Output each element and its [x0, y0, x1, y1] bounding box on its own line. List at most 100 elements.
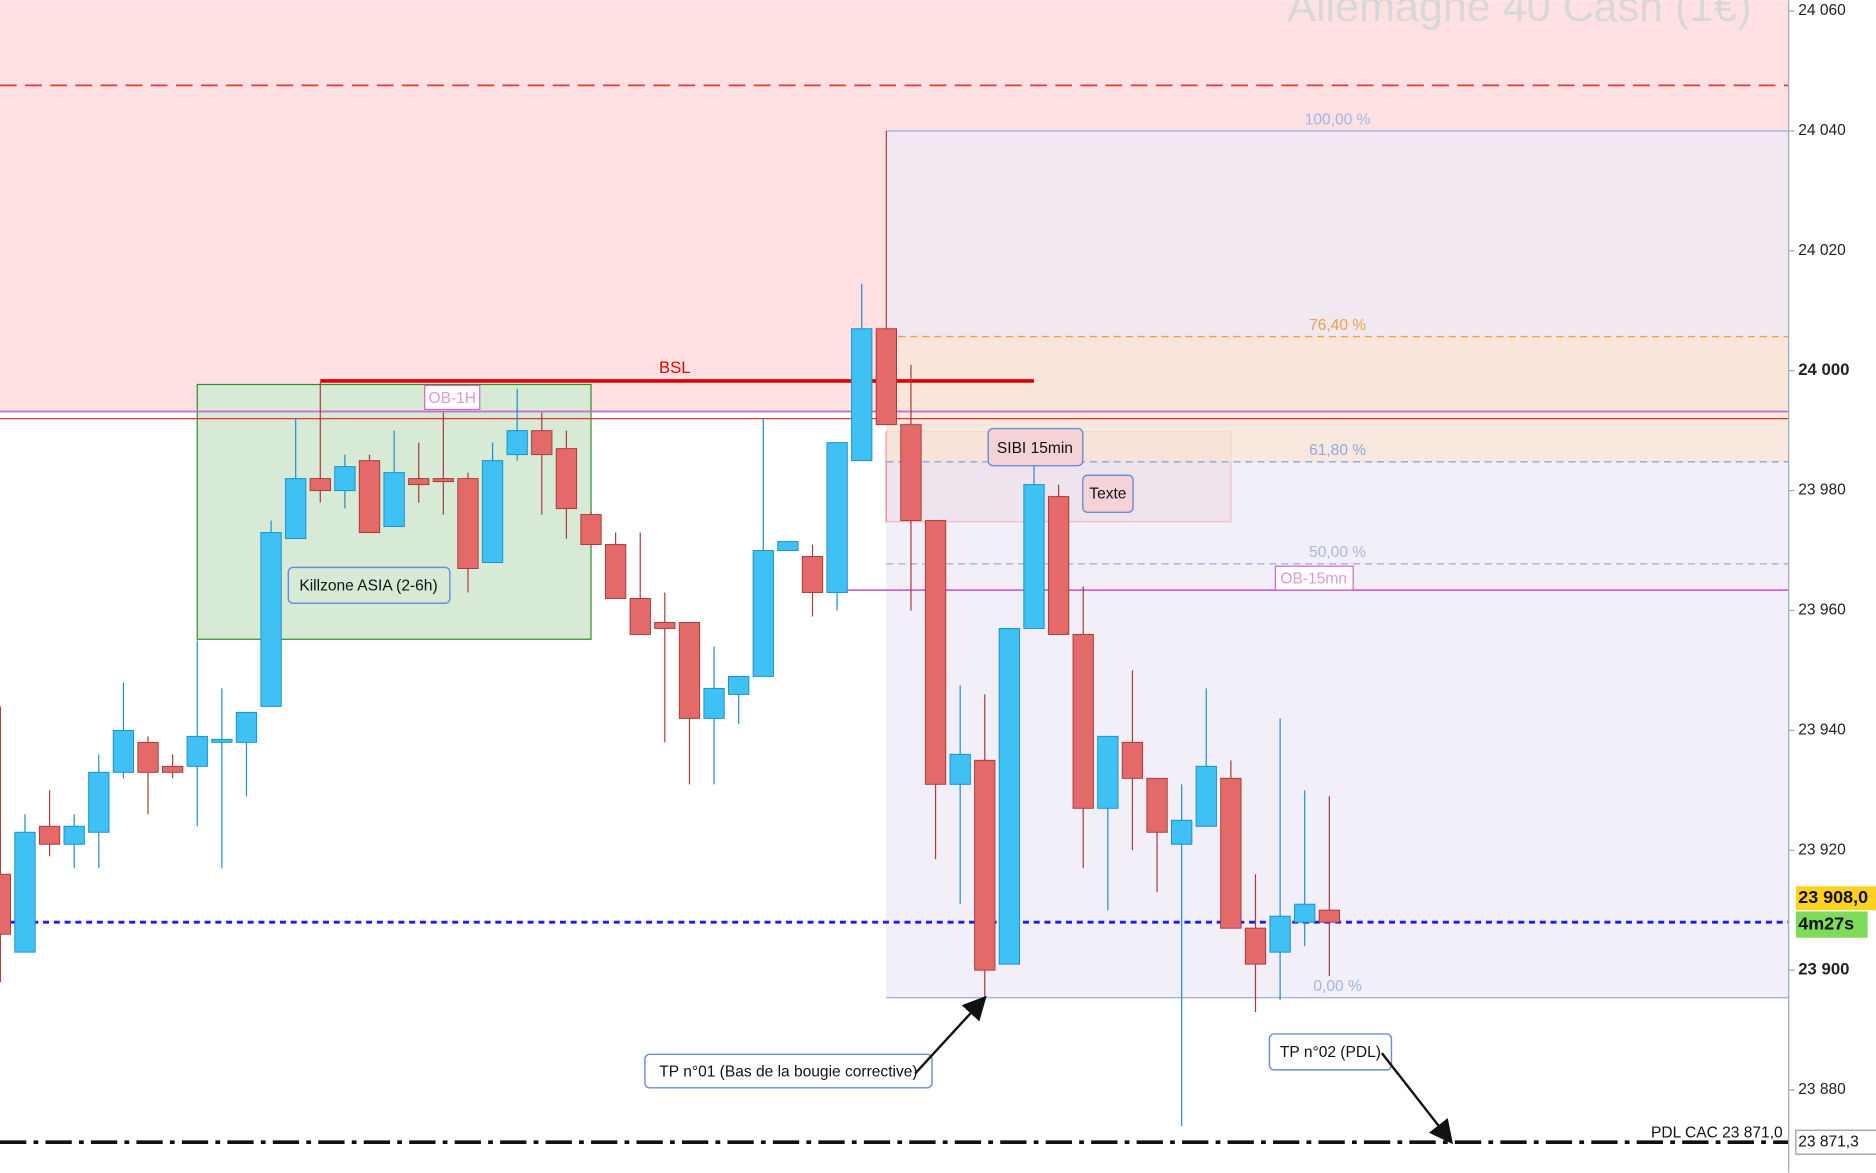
- sibi-box: [987, 427, 1084, 467]
- candle-body: [457, 478, 479, 569]
- ob-1h-box: [424, 384, 481, 411]
- candle-body: [481, 460, 504, 564]
- candle-body: [186, 735, 208, 767]
- candle-body: [1220, 777, 1242, 929]
- ob-15mn-box: [1274, 565, 1354, 591]
- candle-body: [1047, 496, 1070, 635]
- candle-body: [678, 621, 701, 719]
- tp2-arrow: [1380, 1052, 1454, 1145]
- timer-box: [1795, 911, 1868, 938]
- candle-body: [88, 771, 110, 833]
- candle-body: [728, 675, 750, 695]
- candle-body: [408, 478, 430, 486]
- y-tick-label: 23 920: [1798, 841, 1846, 858]
- candle-body: [235, 711, 258, 743]
- candle-body: [1294, 903, 1316, 923]
- candle-body: [1269, 915, 1291, 953]
- candle-body: [580, 514, 602, 546]
- candle-body: [506, 430, 528, 456]
- candle-body: [949, 753, 971, 785]
- candle-body: [604, 544, 627, 599]
- axis-bg: [1788, 0, 1876, 1173]
- candle-body: [285, 478, 307, 540]
- candle-body: [826, 442, 848, 593]
- ob-15mn-label: OB-15mn: [1280, 570, 1347, 587]
- candle-body: [1072, 633, 1094, 809]
- tp2-box: [1268, 1033, 1393, 1071]
- y-tick-label: 23 940: [1798, 721, 1846, 738]
- price-tag: [1795, 1129, 1876, 1155]
- y-tick-label: 23 960: [1798, 602, 1846, 619]
- candle-body: [555, 448, 578, 510]
- candle-body: [998, 627, 1021, 965]
- text-label: Texte: [1089, 485, 1126, 502]
- bsl-label: BSL: [659, 358, 691, 377]
- fib-label: 61,80 %: [1309, 442, 1366, 459]
- candle-body: [0, 873, 12, 935]
- price-tag-label: 23 871,3: [1798, 1133, 1859, 1150]
- tp1-box: [644, 1053, 933, 1089]
- pdl-label: PDL CAC 23 871,0: [1651, 1124, 1783, 1141]
- y-tick-label: 23 980: [1798, 482, 1846, 499]
- y-tick-label: 24 060: [1798, 2, 1846, 19]
- annotations: BSL OB-1H Killzone ASIA (2-6h) SIBI 15mi…: [287, 358, 1783, 1145]
- candle-body: [432, 478, 454, 483]
- candle-body: [875, 328, 897, 426]
- candle-body: [924, 520, 947, 785]
- candle-body: [851, 328, 873, 462]
- candle-body: [358, 460, 381, 534]
- killzone-label: Killzone ASIA (2-6h): [299, 578, 437, 595]
- candle-body: [1244, 927, 1267, 965]
- candle-body: [112, 729, 135, 773]
- candle-body: [137, 741, 159, 773]
- candle-body: [1146, 777, 1168, 833]
- chart-title: Allemagne 40 Cash (1€): [1287, 0, 1751, 31]
- candle-body: [14, 831, 36, 953]
- candle-body: [629, 598, 651, 635]
- y-tick-label: 24 020: [1798, 242, 1846, 259]
- candle-body: [801, 556, 824, 593]
- candle-body: [1023, 484, 1045, 629]
- text-box: [1082, 474, 1134, 514]
- candle-body: [1195, 765, 1217, 827]
- timer-label: 4m27s: [1798, 913, 1854, 933]
- y-tick-label: 23 900: [1798, 960, 1849, 979]
- y-tick-label: 24 040: [1798, 122, 1846, 139]
- candle-body: [777, 541, 799, 552]
- y-tick-label: 24 000: [1798, 360, 1849, 379]
- candle-body: [309, 478, 331, 492]
- y-tick-label: 23 880: [1798, 1081, 1846, 1098]
- candle-body: [1171, 819, 1193, 845]
- candle-body: [383, 472, 405, 528]
- candle-body: [531, 430, 553, 456]
- candle-body: [260, 532, 282, 707]
- ob-1h-label: OB-1H: [428, 390, 476, 407]
- candle-body: [211, 738, 233, 743]
- candle-body: [1097, 735, 1119, 809]
- fib-label: 100,00 %: [1305, 111, 1371, 128]
- fib-label: 0,00 %: [1313, 978, 1362, 995]
- tp1-label: TP n°01 (Bas de la bougie corrective): [659, 1063, 917, 1080]
- price-tag-label: 23 908,0: [1798, 887, 1868, 907]
- sibi-label: SIBI 15min: [997, 440, 1073, 457]
- candle-body: [334, 466, 356, 492]
- price-axis: 24 060 24 040 24 020 24 000 23 980 23 960 23 9…: [1788, 0, 1876, 1173]
- fib-label: 50,00 %: [1309, 544, 1366, 561]
- candle-body: [63, 825, 85, 845]
- tp2-label: TP n°02 (PDL): [1280, 1044, 1381, 1061]
- killzone-box: [287, 566, 451, 604]
- candle-body: [161, 765, 184, 773]
- candle-body: [38, 825, 61, 845]
- tp1-arrow: [914, 995, 987, 1075]
- fib-label: 76,40 %: [1309, 317, 1366, 334]
- candle-body: [900, 424, 922, 522]
- candle-body: [752, 550, 774, 677]
- candle-body: [654, 621, 676, 629]
- price-tag: [1795, 886, 1876, 911]
- candle-body: [1318, 909, 1340, 923]
- candle-body: [703, 687, 725, 719]
- candle-body: [974, 759, 996, 971]
- plot-area: 100,00 % 76,40 % 61,80 % 50,00 % 0,00 %: [0, 0, 1789, 1144]
- candle-body: [1121, 741, 1144, 779]
